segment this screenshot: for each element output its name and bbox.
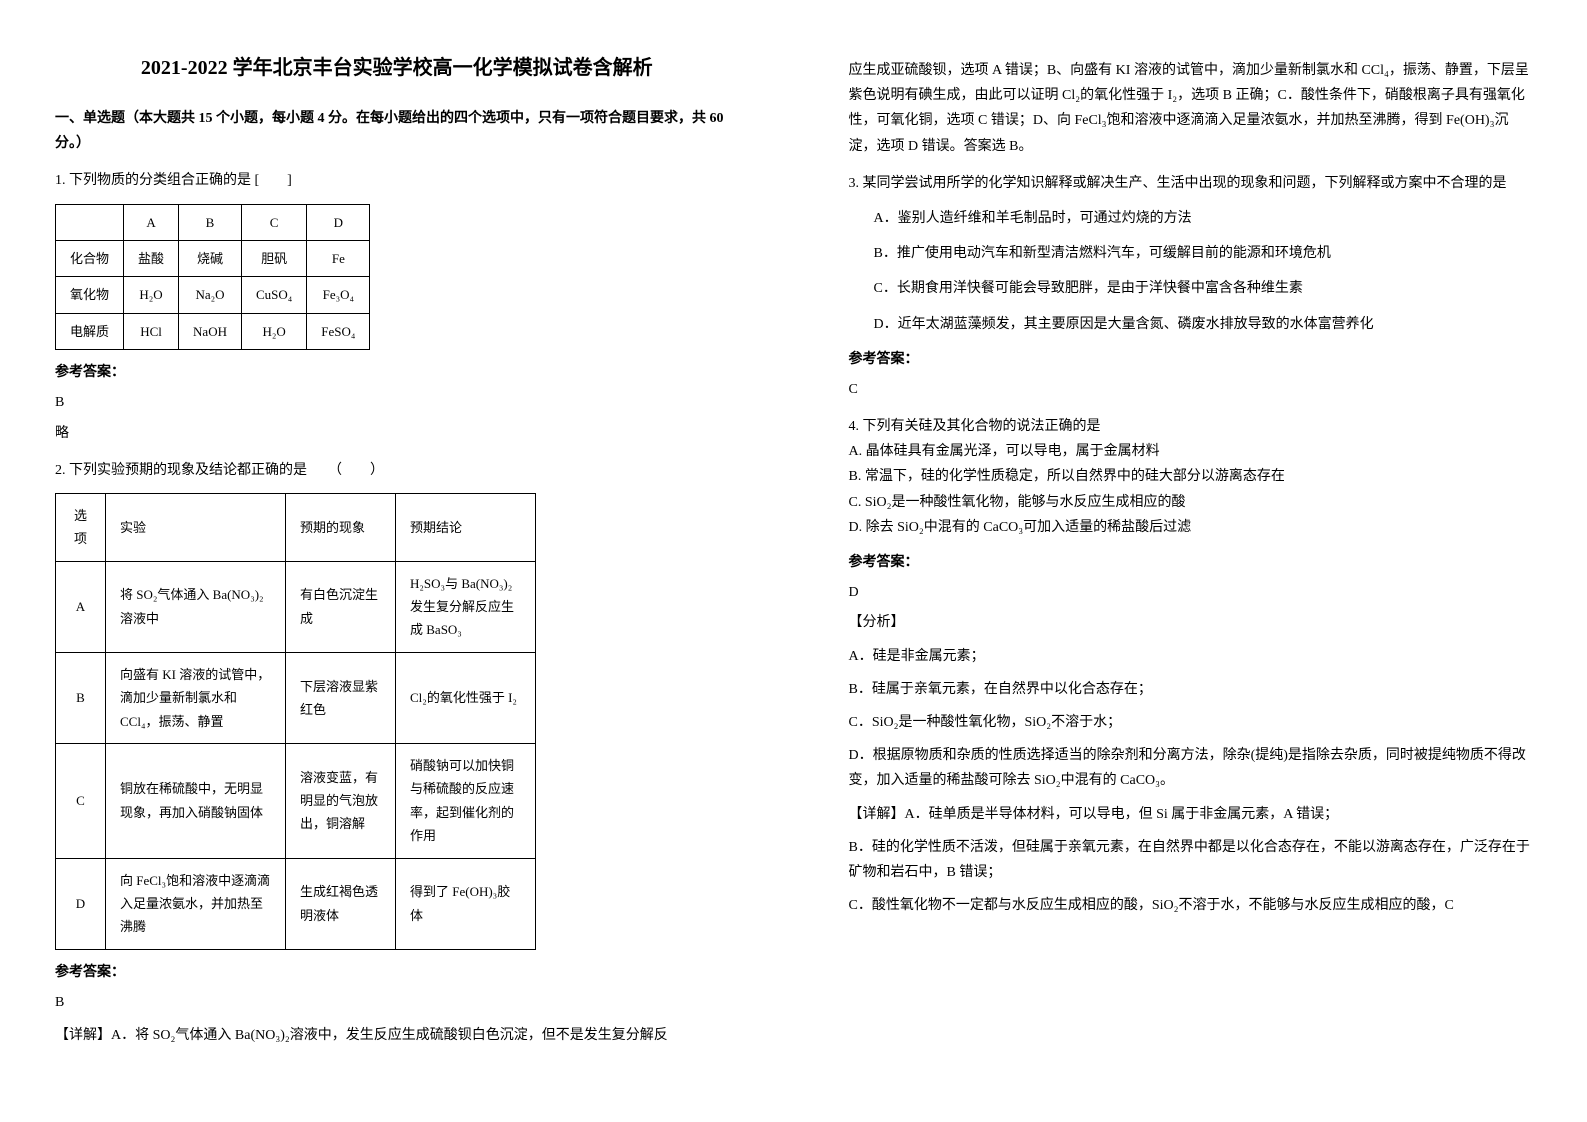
right-page: 应生成亚硫酸钡，选项 A 错误；B、向盛有 KI 溶液的试管中，滴加少量新制氯水…: [794, 0, 1587, 1122]
detail-label: 【详解】: [849, 807, 905, 822]
table-cell: NaOH: [179, 313, 242, 349]
table-cell: 盐酸: [124, 240, 179, 276]
table-cell: 选项: [56, 493, 106, 561]
q4-answer: D: [849, 580, 1533, 605]
q4-analysis-c: C．SiO₂是一种酸性氧化物，SiO₂不溶于水；: [849, 710, 1533, 735]
table-cell: 将 SO₂气体通入 Ba(NO₃)₂溶液中: [106, 561, 286, 652]
table-cell: HCl: [124, 313, 179, 349]
table-cell: 有白色沉淀生成: [286, 561, 396, 652]
q1-answer: B: [55, 390, 739, 415]
q4-option-d: D. 除去 SiO₂中混有的 CaCO₃可加入适量的稀盐酸后过滤: [849, 515, 1533, 540]
table-cell: 硝酸钠可以加快铜与稀硫酸的反应速率，起到催化剂的作用: [396, 744, 536, 859]
table-cell: D: [56, 858, 106, 949]
table-cell: 烧碱: [179, 240, 242, 276]
q4-detail-c: C．酸性氧化物不一定都与水反应生成相应的酸，SiO₂不溶于水，不能够与水反应生成…: [849, 893, 1533, 918]
table-row: D 向 FeCl₃饱和溶液中逐滴滴入足量浓氨水，并加热至沸腾 生成红褐色透明液体…: [56, 858, 536, 949]
table-cell: Fe₃O₄: [307, 277, 370, 313]
table-cell: D: [307, 204, 370, 240]
q3-text: 3. 某同学尝试用所学的化学知识解释或解决生产、生活中出现的现象和问题，下列解释…: [849, 171, 1533, 196]
q4-option-b: B. 常温下，硅的化学性质稳定，所以自然界中的硅大部分以游离态存在: [849, 464, 1533, 489]
table-row: 氧化物 H₂O Na₂O CuSO₄ Fe₃O₄: [56, 277, 370, 313]
section-1-header: 一、单选题（本大题共 15 个小题，每小题 4 分。在每小题给出的四个选项中，只…: [55, 106, 739, 156]
q4-detail-a: 【详解】A．硅单质是半导体材料，可以导电，但 Si 属于非金属元素，A 错误；: [849, 802, 1533, 827]
q2-answer: B: [55, 990, 739, 1015]
table-row: 化合物 盐酸 烧碱 胆矾 Fe: [56, 240, 370, 276]
analysis-label: 【分析】: [849, 610, 1533, 635]
q3-answer: C: [849, 377, 1533, 402]
table-cell: A: [124, 204, 179, 240]
q1-note: 略: [55, 421, 739, 446]
table-cell: 化合物: [56, 240, 124, 276]
table-cell: Na₂O: [179, 277, 242, 313]
q4-option-a: A. 晶体硅具有金属光泽，可以导电，属于金属材料: [849, 439, 1533, 464]
table-row: B 向盛有 KI 溶液的试管中，滴加少量新制氯水和 CCl₄，振荡、静置 下层溶…: [56, 652, 536, 743]
answer-label: 参考答案：: [55, 360, 739, 385]
table-cell: C: [56, 744, 106, 859]
q4-analysis-a: A．硅是非金属元素；: [849, 644, 1533, 669]
table-cell: 预期结论: [396, 493, 536, 561]
q4-detail-b: B．硅的化学性质不活泼，但硅属于亲氧元素，在自然界中都是以化合态存在，不能以游离…: [849, 835, 1533, 885]
table-cell: 向盛有 KI 溶液的试管中，滴加少量新制氯水和 CCl₄，振荡、静置: [106, 652, 286, 743]
question-2: 2. 下列实验预期的现象及结论都正确的是 （ ） 选项 实验 预期的现象 预期结…: [55, 458, 739, 1049]
table-cell: C: [241, 204, 306, 240]
table-cell: 生成红褐色透明液体: [286, 858, 396, 949]
table-row: 选项 实验 预期的现象 预期结论: [56, 493, 536, 561]
question-4: 4. 下列有关硅及其化合物的说法正确的是 A. 晶体硅具有金属光泽，可以导电，属…: [849, 414, 1533, 918]
q4-option-c: C. SiO₂是一种酸性氧化物，能够与水反应生成相应的酸: [849, 490, 1533, 515]
answer-label: 参考答案：: [55, 960, 739, 985]
table-cell: 预期的现象: [286, 493, 396, 561]
q3-option-a: A．鉴别人造纤维和羊毛制品时，可通过灼烧的方法: [874, 206, 1533, 231]
table-cell: 电解质: [56, 313, 124, 349]
q4-text: 4. 下列有关硅及其化合物的说法正确的是: [849, 414, 1533, 439]
table-cell: A: [56, 561, 106, 652]
table-row: A B C D: [56, 204, 370, 240]
q2-detail: 【详解】A．将 SO₂气体通入 Ba(NO₃)₂溶液中，发生反应生成硫酸钡白色沉…: [55, 1023, 739, 1048]
table-cell: 向 FeCl₃饱和溶液中逐滴滴入足量浓氨水，并加热至沸腾: [106, 858, 286, 949]
table-cell: H₂SO₃与 Ba(NO₃)₂发生复分解反应生成 BaSO₃: [396, 561, 536, 652]
q3-option-c: C．长期食用洋快餐可能会导致肥胖，是由于洋快餐中富含各种维生素: [874, 276, 1533, 301]
q3-option-d: D．近年太湖蓝藻频发，其主要原因是大量含氮、磷废水排放导致的水体富营养化: [874, 312, 1533, 337]
q1-table: A B C D 化合物 盐酸 烧碱 胆矾 Fe 氧化物 H₂O Na₂O CuS…: [55, 204, 370, 351]
q2-table: 选项 实验 预期的现象 预期结论 A 将 SO₂气体通入 Ba(NO₃)₂溶液中…: [55, 493, 536, 950]
answer-label: 参考答案：: [849, 347, 1533, 372]
answer-label: 参考答案：: [849, 550, 1533, 575]
q3-option-b: B．推广使用电动汽车和新型清洁燃料汽车，可缓解目前的能源和环境危机: [874, 241, 1533, 266]
table-row: C 铜放在稀硫酸中，无明显现象，再加入硝酸钠固体 溶液变蓝，有明显的气泡放出，铜…: [56, 744, 536, 859]
detail-text: A．硅单质是半导体材料，可以导电，但 Si 属于非金属元素，A 错误；: [905, 807, 1339, 822]
table-cell: 溶液变蓝，有明显的气泡放出，铜溶解: [286, 744, 396, 859]
table-cell: B: [179, 204, 242, 240]
q4-analysis-b: B．硅属于亲氧元素，在自然界中以化合态存在；: [849, 677, 1533, 702]
question-1: 1. 下列物质的分类组合正确的是 [ ] A B C D 化合物 盐酸 烧碱 胆…: [55, 168, 739, 445]
exam-title: 2021-2022 学年北京丰台实验学校高一化学模拟试卷含解析: [55, 50, 739, 86]
table-cell: 胆矾: [241, 240, 306, 276]
q2-continuation: 应生成亚硫酸钡，选项 A 错误；B、向盛有 KI 溶液的试管中，滴加少量新制氯水…: [849, 58, 1533, 159]
table-cell: H₂O: [124, 277, 179, 313]
table-cell: CuSO₄: [241, 277, 306, 313]
q2-text: 2. 下列实验预期的现象及结论都正确的是 （ ）: [55, 458, 739, 483]
table-row: 电解质 HCl NaOH H₂O FeSO₄: [56, 313, 370, 349]
left-page: 2021-2022 学年北京丰台实验学校高一化学模拟试卷含解析 一、单选题（本大…: [0, 0, 794, 1122]
table-cell: 氧化物: [56, 277, 124, 313]
q1-text: 1. 下列物质的分类组合正确的是 [ ]: [55, 168, 739, 193]
question-3: 3. 某同学尝试用所学的化学知识解释或解决生产、生活中出现的现象和问题，下列解释…: [849, 171, 1533, 402]
table-cell: 铜放在稀硫酸中，无明显现象，再加入硝酸钠固体: [106, 744, 286, 859]
table-cell: 得到了 Fe(OH)₃胶体: [396, 858, 536, 949]
table-row: A 将 SO₂气体通入 Ba(NO₃)₂溶液中 有白色沉淀生成 H₂SO₃与 B…: [56, 561, 536, 652]
table-cell: FeSO₄: [307, 313, 370, 349]
q4-analysis-d: D．根据原物质和杂质的性质选择适当的除杂剂和分离方法，除杂(提纯)是指除去杂质，…: [849, 743, 1533, 793]
table-cell: B: [56, 652, 106, 743]
table-cell: 下层溶液显紫红色: [286, 652, 396, 743]
table-cell: [56, 204, 124, 240]
table-cell: 实验: [106, 493, 286, 561]
table-cell: Cl₂的氧化性强于 I₂: [396, 652, 536, 743]
table-cell: Fe: [307, 240, 370, 276]
table-cell: H₂O: [241, 313, 306, 349]
